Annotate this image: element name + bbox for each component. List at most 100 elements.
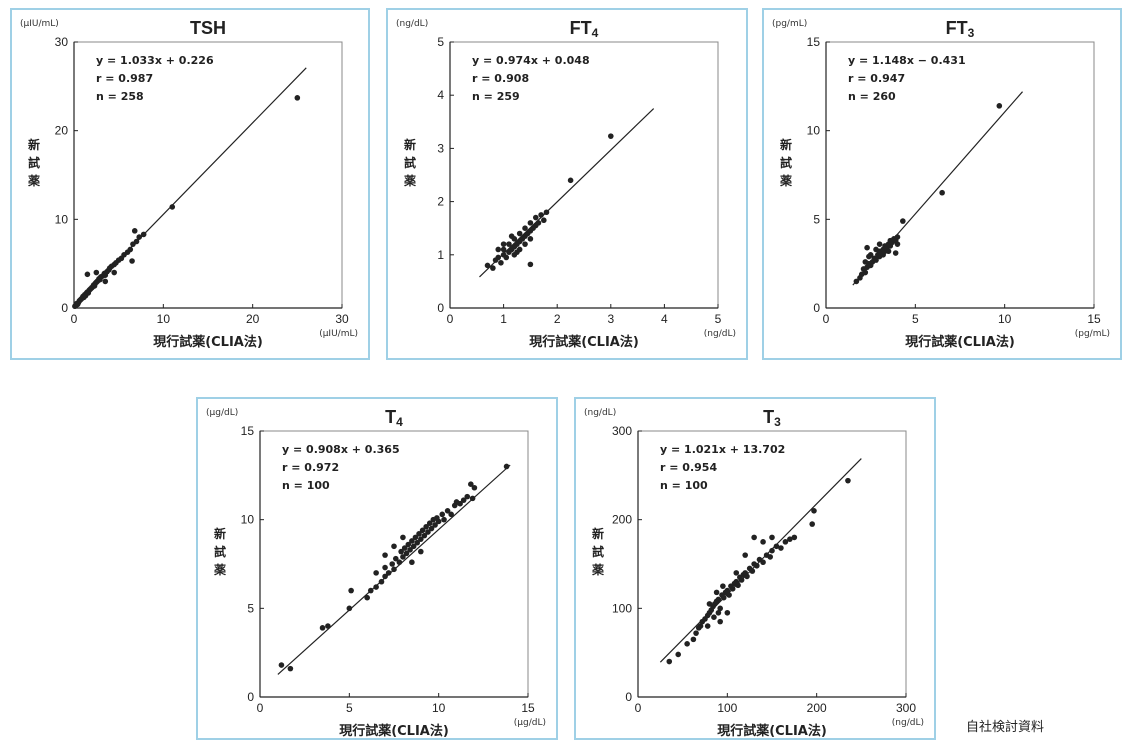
chart-panel-t4: 0 5 10 15 0 5 10 15 T4 (μg/dL) (μg/dL) 現行試薬(CLIA法) 新… (196, 397, 558, 740)
x-unit-label: (pg/mL) (1075, 329, 1110, 339)
data-point (697, 623, 704, 629)
stats-line: y = 0.908x + 0.365 (282, 443, 400, 456)
data-point (720, 583, 726, 589)
data-point (522, 241, 528, 247)
x-unit-label: (μg/dL) (514, 718, 546, 728)
data-point (490, 265, 496, 271)
stats-line: n = 100 (282, 479, 330, 492)
chart-panel-t3: 0 100 200 300 0 100 200 300 T3 (ng/dL) (ng/dL) 現行試薬… (574, 397, 936, 740)
data-point (715, 596, 722, 603)
data-point (754, 562, 760, 569)
x-tick-label: 15 (521, 701, 535, 715)
data-point (416, 531, 422, 537)
data-point (468, 481, 474, 487)
data-point (102, 278, 109, 285)
data-point (713, 589, 720, 596)
y-unit-label: (μg/dL) (206, 408, 238, 418)
data-point (319, 625, 326, 631)
data-point (717, 605, 723, 612)
data-point (400, 554, 406, 560)
x-unit-label: (μIU/mL) (319, 329, 358, 339)
x-tick-label: 5 (715, 312, 722, 326)
data-point (412, 534, 419, 541)
data-point (511, 252, 518, 258)
stats-line: r = 0.972 (282, 461, 339, 474)
data-point (414, 539, 421, 546)
y-tick-label: 15 (807, 35, 821, 49)
data-point (769, 534, 775, 541)
x-tick-label: 15 (1087, 312, 1101, 326)
y-tick-label: 0 (625, 690, 632, 704)
y-tick-label: 3 (437, 141, 444, 155)
y-axis-label: 新試薬 (780, 137, 792, 188)
data-point (873, 246, 879, 253)
data-point (391, 543, 397, 550)
data-point (392, 555, 399, 562)
data-point (711, 614, 717, 620)
x-tick-label: 0 (823, 312, 830, 326)
footer-note: 自社検討資料 (966, 720, 1045, 735)
data-point (484, 262, 491, 269)
data-point (495, 254, 502, 261)
data-point (742, 552, 748, 558)
data-point (873, 257, 879, 263)
data-point (738, 577, 745, 583)
data-point (516, 230, 523, 237)
data-point (885, 248, 892, 255)
data-point (421, 532, 428, 539)
data-point (373, 584, 379, 590)
data-point (325, 623, 331, 629)
data-point (426, 520, 433, 527)
x-tick-label: 20 (246, 312, 260, 326)
data-point (401, 545, 408, 551)
data-point (717, 618, 723, 625)
y-tick-label: 2 (437, 195, 444, 209)
data-point (690, 636, 697, 643)
x-tick-label: 10 (432, 701, 446, 715)
stats-line: r = 0.987 (96, 72, 153, 85)
data-point (378, 578, 385, 585)
x-axis-label: 現行試薬(CLIA法) (339, 723, 449, 738)
data-point (457, 500, 463, 507)
x-tick-label: 5 (912, 312, 919, 326)
x-axis-label: 現行試薬(CLIA法) (905, 334, 1015, 350)
data-point (385, 570, 392, 576)
y-tick-label: 0 (247, 690, 254, 704)
x-tick-label: 0 (257, 701, 264, 715)
stats-line: r = 0.908 (472, 72, 529, 85)
x-axis-label: 現行試薬(CLIA法) (153, 334, 263, 350)
data-point (749, 568, 756, 574)
data-point (435, 518, 442, 525)
y-unit-label: (ng/dL) (396, 19, 428, 29)
stats-line: y = 1.021x + 13.702 (660, 443, 785, 456)
data-point (278, 662, 285, 668)
data-point (996, 103, 1003, 109)
x-tick-label: 200 (807, 701, 827, 715)
chart-svg: 0 1 2 3 4 5 0 1 2 3 4 5 FT4 (ng/dL) (ng/dL) 現行試薬(CLIA法)… (396, 18, 736, 350)
data-point (684, 641, 690, 647)
data-point (720, 594, 727, 601)
data-point (767, 554, 774, 560)
data-point (892, 250, 899, 256)
x-tick-label: 3 (607, 312, 614, 326)
data-point (715, 609, 722, 616)
data-point (876, 241, 883, 247)
y-tick-label: 200 (612, 513, 632, 527)
data-point (894, 234, 901, 240)
data-point (735, 582, 741, 589)
data-point (410, 543, 417, 550)
data-point (787, 536, 793, 542)
chart-title: T4 (385, 407, 403, 429)
data-point (900, 218, 906, 224)
data-point (400, 534, 406, 541)
data-point (398, 548, 404, 555)
data-point (693, 630, 699, 636)
data-point (751, 534, 757, 541)
stats-line: y = 1.033x + 0.226 (96, 54, 214, 67)
x-tick-label: 4 (661, 312, 668, 326)
data-point (373, 570, 379, 576)
x-unit-label: (ng/dL) (704, 329, 736, 339)
data-point (726, 592, 732, 598)
data-point (527, 261, 534, 268)
stats-line: r = 0.954 (660, 461, 717, 474)
